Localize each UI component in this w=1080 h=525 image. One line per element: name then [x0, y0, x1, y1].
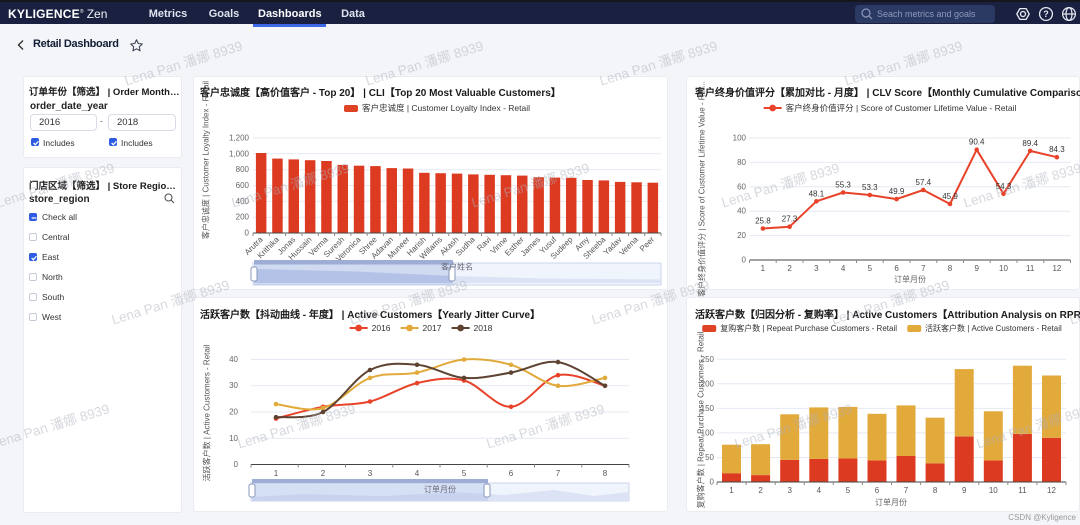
svg-text:2: 2	[321, 469, 326, 478]
svg-text:90.4: 90.4	[969, 138, 985, 147]
svg-text:600: 600	[236, 181, 250, 190]
svg-text:7: 7	[556, 469, 561, 478]
svg-text:3: 3	[814, 264, 819, 273]
svg-text:客户姓名: 客户姓名	[441, 262, 473, 272]
svg-text:11: 11	[1018, 486, 1027, 495]
svg-text:2: 2	[787, 264, 792, 273]
svg-text:1,000: 1,000	[229, 149, 250, 158]
svg-text:9: 9	[962, 486, 967, 495]
svg-text:20: 20	[229, 408, 238, 417]
svg-text:1: 1	[729, 486, 734, 495]
svg-text:11: 11	[1026, 264, 1035, 273]
svg-text:8: 8	[948, 264, 953, 273]
svg-text:27.3: 27.3	[782, 215, 798, 224]
svg-text:1: 1	[761, 264, 766, 273]
svg-text:40: 40	[737, 207, 746, 216]
svg-text:5: 5	[868, 264, 873, 273]
svg-text:10: 10	[999, 264, 1008, 273]
svg-text:200: 200	[701, 379, 715, 388]
svg-text:25.8: 25.8	[755, 217, 771, 226]
svg-text:1: 1	[274, 469, 279, 478]
svg-text:3: 3	[368, 469, 373, 478]
svg-text:5: 5	[846, 486, 851, 495]
svg-text:12: 12	[1047, 486, 1056, 495]
svg-text:6: 6	[875, 486, 880, 495]
svg-text:30: 30	[229, 381, 238, 390]
svg-text:800: 800	[236, 165, 250, 174]
svg-text:10: 10	[229, 434, 238, 443]
svg-text:54.3: 54.3	[996, 182, 1012, 191]
svg-text:50: 50	[705, 453, 714, 462]
svg-text:4: 4	[841, 264, 846, 273]
svg-text:89.4: 89.4	[1022, 139, 1038, 148]
svg-text:Peer: Peer	[638, 235, 657, 254]
svg-text:200: 200	[236, 213, 250, 222]
svg-text:53.3: 53.3	[862, 183, 878, 192]
svg-text:7: 7	[921, 264, 926, 273]
svg-text:150: 150	[701, 404, 715, 413]
svg-text:订单月份: 订单月份	[424, 484, 456, 494]
svg-text:0: 0	[710, 478, 715, 487]
svg-text:订单月份: 订单月份	[894, 274, 926, 284]
svg-text:4: 4	[415, 469, 420, 478]
svg-text:7: 7	[904, 486, 909, 495]
svg-text:6: 6	[509, 469, 514, 478]
svg-text:2: 2	[758, 486, 763, 495]
svg-text:12: 12	[1052, 264, 1061, 273]
svg-text:4: 4	[817, 486, 822, 495]
svg-text:订单月份: 订单月份	[875, 497, 907, 507]
svg-text:45.9: 45.9	[942, 192, 958, 201]
svg-text:250: 250	[701, 355, 715, 364]
svg-text:?: ?	[1043, 9, 1049, 19]
svg-text:100: 100	[701, 428, 715, 437]
svg-text:57.4: 57.4	[916, 178, 932, 187]
svg-text:48.1: 48.1	[809, 189, 825, 198]
svg-text:9: 9	[974, 264, 979, 273]
svg-text:8: 8	[603, 469, 608, 478]
svg-text:84.3: 84.3	[1049, 145, 1065, 154]
svg-text:40: 40	[229, 355, 238, 364]
svg-text:0: 0	[234, 460, 239, 469]
svg-text:Sudha: Sudha	[454, 235, 477, 258]
svg-text:6: 6	[894, 264, 899, 273]
svg-text:8: 8	[933, 486, 938, 495]
svg-text:0: 0	[742, 256, 747, 265]
svg-text:55.3: 55.3	[835, 181, 851, 190]
svg-text:100: 100	[733, 134, 747, 143]
svg-text:0: 0	[245, 229, 250, 238]
svg-text:3: 3	[787, 486, 792, 495]
svg-text:5: 5	[462, 469, 467, 478]
svg-text:20: 20	[737, 231, 746, 240]
svg-text:60: 60	[737, 182, 746, 191]
svg-text:49.9: 49.9	[889, 187, 905, 196]
svg-text:400: 400	[236, 197, 250, 206]
svg-text:80: 80	[737, 158, 746, 167]
svg-text:1,200: 1,200	[229, 134, 250, 143]
svg-text:10: 10	[989, 486, 998, 495]
svg-text:Veena: Veena	[617, 235, 640, 258]
